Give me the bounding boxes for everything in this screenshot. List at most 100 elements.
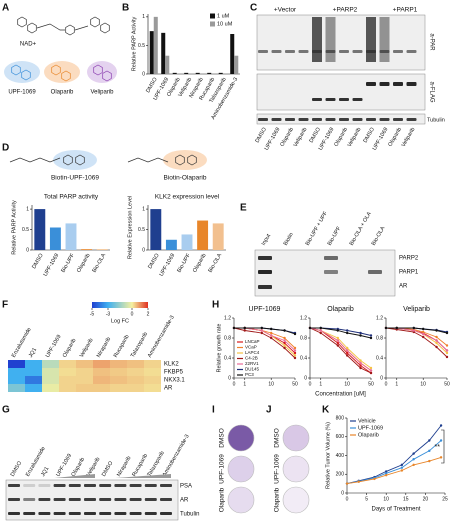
data-point <box>346 329 349 332</box>
band <box>160 484 172 487</box>
band <box>258 118 268 121</box>
data-point <box>260 329 263 332</box>
data-point <box>422 330 425 334</box>
x-tick-label: Bio-UPF <box>176 252 192 274</box>
linker <box>127 157 169 163</box>
data-point <box>445 351 449 355</box>
panel-letter: D <box>2 143 9 154</box>
bar <box>234 55 239 74</box>
data-point <box>412 458 415 461</box>
x-tick-label: 0 <box>385 381 388 387</box>
band <box>8 498 20 501</box>
probe-label: Biotin-UPF-1069 <box>51 175 99 182</box>
y-axis-label: Relative growth rate <box>216 324 222 373</box>
band <box>339 118 349 121</box>
data-point <box>232 326 236 330</box>
x-tick-label: 50 <box>444 381 450 387</box>
x-tick-label: UPF-1069 <box>43 253 61 278</box>
row-label: UPF-1069 <box>219 454 226 484</box>
legend-label: PC3 <box>245 372 254 377</box>
band <box>258 256 272 260</box>
heatmap-cell <box>76 376 93 384</box>
group-label: +PARP2 <box>333 7 358 14</box>
data-point <box>385 473 388 477</box>
bar <box>176 73 181 74</box>
x-axis-label: Days of Treatment <box>371 507 420 513</box>
y-tick-label: 0.5 <box>138 227 145 233</box>
band <box>298 50 309 53</box>
band <box>393 82 403 86</box>
heatmap-cell <box>144 360 161 368</box>
bar <box>34 209 46 250</box>
band <box>23 498 36 501</box>
x-tick-label: 5 <box>365 496 368 502</box>
data-point <box>293 351 297 355</box>
annotation: ** <box>435 444 441 451</box>
band <box>99 512 112 515</box>
band <box>379 50 390 53</box>
colorbar-label: Log FC <box>111 318 129 324</box>
band <box>406 50 417 53</box>
data-point <box>428 449 431 453</box>
data-point <box>346 331 349 335</box>
y-tick-label: 0 <box>142 71 145 77</box>
bar <box>181 234 193 250</box>
smear <box>312 17 322 62</box>
x-tick-label: 15 <box>403 496 409 502</box>
series-line <box>386 327 448 334</box>
band <box>38 498 51 501</box>
band <box>298 118 309 121</box>
y-tick-label: 1.2 <box>300 315 307 321</box>
data-point <box>283 344 286 347</box>
lane-label: Veliparib <box>347 127 363 148</box>
lane-label: Olaparib <box>71 457 87 478</box>
bar <box>197 220 209 250</box>
ring <box>175 154 185 166</box>
data-point <box>422 335 425 339</box>
lane-label: DMSO <box>255 126 269 144</box>
band <box>129 498 142 501</box>
data-point <box>270 334 273 337</box>
row-label: Olaparib <box>219 487 226 512</box>
lane-label: Veliparib <box>401 127 417 148</box>
data-point <box>439 439 443 442</box>
legend-label: LAPC4 <box>245 350 260 355</box>
row-label: a-PAR <box>428 33 434 51</box>
row-label: PSA <box>180 484 192 490</box>
data-point <box>428 439 431 442</box>
column-label: Aminobenzamide-3 <box>147 315 176 359</box>
colorbar-tick-label: 0 <box>131 311 134 317</box>
bar <box>165 239 177 250</box>
band <box>379 118 390 121</box>
legend-label: VCaP <box>245 345 257 350</box>
heatmap-cell <box>8 376 25 384</box>
data-point <box>283 336 286 340</box>
heatmap-cell <box>144 376 161 384</box>
y-tick-label: 0.8 <box>224 335 231 341</box>
band <box>129 484 142 487</box>
lane-label: DMSO <box>10 460 24 478</box>
data-point <box>435 339 438 342</box>
band <box>8 484 20 487</box>
data-point <box>369 334 373 337</box>
y-tick-label: 1 <box>142 206 145 212</box>
data-point <box>319 326 322 330</box>
bar <box>212 223 224 250</box>
x-tick-label: 0 <box>233 381 236 387</box>
y-tick-label: 600 <box>336 434 345 440</box>
band <box>144 484 157 487</box>
legend-label: DU145 <box>245 367 260 372</box>
data-point <box>385 470 388 473</box>
band <box>258 270 272 274</box>
band <box>406 118 417 121</box>
row-label: PARP1 <box>399 270 419 276</box>
ring <box>17 16 27 28</box>
x-tick-label: 10 <box>420 381 426 387</box>
heatmap-cell <box>8 368 25 376</box>
series-line <box>233 327 296 359</box>
lane-label: Veliparib <box>293 127 309 148</box>
lane-label: Bio-UPF + UPF <box>305 210 330 247</box>
data-point <box>346 349 349 352</box>
series-line <box>309 327 372 374</box>
bar <box>165 55 170 74</box>
